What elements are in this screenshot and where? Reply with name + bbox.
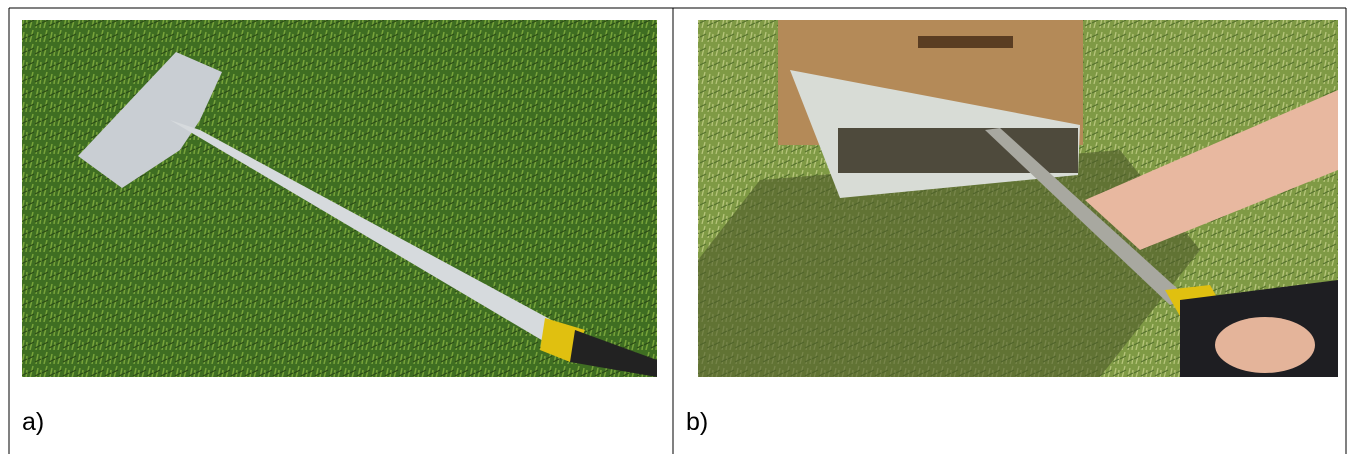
figure: a) b)	[0, 0, 1353, 454]
photo-a	[22, 20, 657, 377]
panel-label: b)	[686, 408, 708, 437]
panel-label: a)	[22, 408, 44, 437]
figure-frame	[0, 0, 1353, 454]
photo-b	[698, 20, 1338, 377]
